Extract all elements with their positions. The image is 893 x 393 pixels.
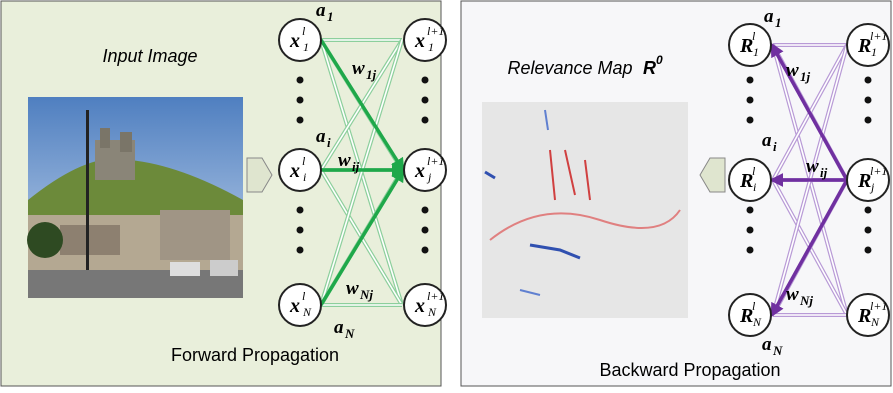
ellipsis-dot bbox=[422, 77, 429, 84]
node-sub: N bbox=[870, 315, 880, 329]
label-base: a bbox=[316, 126, 326, 147]
ellipsis-dot bbox=[297, 77, 304, 84]
node-sup: l+1 bbox=[870, 29, 887, 43]
node-base: x bbox=[414, 160, 425, 182]
ellipsis-dot bbox=[747, 227, 754, 234]
node-base: x bbox=[414, 30, 425, 52]
ellipsis-dot bbox=[297, 117, 304, 124]
label-base: a bbox=[764, 6, 774, 27]
label-base: a bbox=[316, 0, 326, 21]
title-symbol-sup: 0 bbox=[656, 53, 663, 67]
label-base: w bbox=[338, 150, 351, 171]
node-base: x bbox=[289, 160, 300, 182]
ellipsis-dot bbox=[747, 117, 754, 124]
ellipsis-dot bbox=[747, 97, 754, 104]
label-sub: Nj bbox=[799, 293, 813, 308]
ellipsis-dot bbox=[865, 207, 872, 214]
label-sub: ij bbox=[820, 165, 828, 180]
panel-caption: Backward Propagation bbox=[599, 360, 780, 380]
label-sub: N bbox=[772, 343, 783, 358]
label-sub: ij bbox=[352, 159, 360, 174]
ellipsis-dot bbox=[865, 247, 872, 254]
ellipsis-dot bbox=[422, 117, 429, 124]
ellipsis-dot bbox=[422, 247, 429, 254]
label-sub: N bbox=[344, 326, 355, 341]
label-base: a bbox=[762, 334, 772, 355]
label-sub: 1 bbox=[327, 9, 334, 24]
ellipsis-dot bbox=[297, 207, 304, 214]
node-base: x bbox=[289, 30, 300, 52]
neuron bbox=[279, 19, 321, 61]
panel-title: Relevance Map bbox=[507, 58, 632, 78]
node-sub: N bbox=[752, 315, 762, 329]
label-sub: 1 bbox=[775, 15, 782, 30]
node-sup: l+1 bbox=[427, 154, 444, 168]
ellipsis-dot bbox=[297, 227, 304, 234]
label-base: a bbox=[762, 130, 772, 151]
node-sup: l+1 bbox=[427, 289, 444, 303]
label-sub: i bbox=[327, 135, 331, 150]
label-base: a bbox=[334, 317, 344, 338]
node-sub: N bbox=[427, 305, 437, 319]
label-base: w bbox=[346, 278, 359, 299]
figure: Input Image Forward Propagation Relevanc… bbox=[0, 0, 893, 388]
label-base: w bbox=[352, 58, 365, 79]
ellipsis-dot bbox=[865, 117, 872, 124]
label-base: w bbox=[786, 60, 799, 81]
ellipsis-dot bbox=[865, 227, 872, 234]
label-sub: 1j bbox=[800, 69, 811, 84]
ellipsis-dot bbox=[422, 227, 429, 234]
label-base: w bbox=[786, 284, 799, 305]
node-sub: N bbox=[302, 305, 312, 319]
ellipsis-dot bbox=[747, 207, 754, 214]
page: Input Image Forward Propagation Relevanc… bbox=[0, 0, 893, 388]
ellipsis-dot bbox=[422, 207, 429, 214]
ellipsis-dot bbox=[747, 77, 754, 84]
node-sub: 1 bbox=[871, 45, 877, 59]
ellipsis-dot bbox=[297, 247, 304, 254]
neuron bbox=[279, 149, 321, 191]
ellipsis-dot bbox=[865, 77, 872, 84]
node-sub: 1 bbox=[428, 40, 434, 54]
title-symbol: R bbox=[643, 58, 656, 78]
panel-caption: Forward Propagation bbox=[171, 345, 339, 365]
node-base: x bbox=[414, 295, 425, 317]
node-sub: i bbox=[753, 180, 756, 194]
ellipsis-dot bbox=[865, 97, 872, 104]
node-sub: 1 bbox=[753, 45, 759, 59]
panel-title: Input Image bbox=[102, 46, 197, 66]
label-sub: Nj bbox=[359, 287, 373, 302]
node-base: x bbox=[289, 295, 300, 317]
node-sup: l+1 bbox=[870, 299, 887, 313]
node-sup: l+1 bbox=[870, 164, 887, 178]
node-sup: l+1 bbox=[427, 24, 444, 38]
label-sub: i bbox=[773, 139, 777, 154]
relevance-heatmap bbox=[482, 102, 688, 318]
label-sub: 1j bbox=[366, 67, 377, 82]
input-image bbox=[27, 97, 243, 298]
ellipsis-dot bbox=[297, 97, 304, 104]
ellipsis-dot bbox=[747, 247, 754, 254]
label-base: w bbox=[806, 156, 819, 177]
neuron bbox=[279, 284, 321, 326]
node-sub: i bbox=[303, 170, 306, 184]
node-sub: 1 bbox=[303, 40, 309, 54]
ellipsis-dot bbox=[422, 97, 429, 104]
